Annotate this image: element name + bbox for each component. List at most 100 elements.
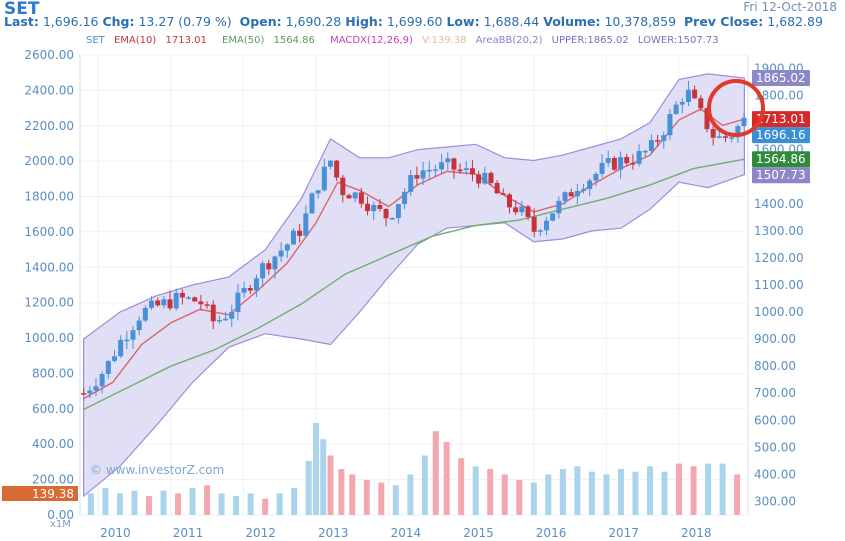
right-tick-label: 1100.00 — [754, 278, 804, 292]
legend-ema10[interactable]: EMA(10) 1713.01 — [114, 35, 213, 46]
volume-bar — [262, 498, 269, 515]
candle-body — [599, 162, 605, 174]
high-label: High: — [345, 14, 383, 29]
legend-lower[interactable]: LOWER:1507.73 — [637, 35, 719, 46]
candle-body — [648, 140, 654, 151]
candle-body — [735, 126, 741, 138]
chg-value: 13.27 (0.79 %) — [138, 14, 232, 29]
badge-lower: 1507.73 — [752, 167, 810, 184]
candle-body — [618, 157, 624, 170]
right-tick-label: 900.00 — [754, 332, 796, 346]
candle-body — [198, 301, 204, 305]
candle-body — [642, 150, 648, 153]
left-tick-label: 200.00 — [32, 473, 74, 487]
right-tick-label: 1400.00 — [754, 197, 804, 211]
candle-body — [309, 193, 315, 214]
x-tick-label: 2010 — [100, 526, 131, 540]
legend-macd[interactable]: MACDX(12,26,9) — [330, 35, 413, 46]
volume-bar — [603, 474, 610, 515]
volume-bar — [690, 466, 697, 515]
candle-body — [346, 195, 352, 199]
x-tick-label: 2014 — [391, 526, 422, 540]
volume-bar — [719, 463, 726, 515]
candle-body — [445, 158, 451, 163]
candle-body — [451, 158, 457, 170]
prev-close-label: Prev Close: — [684, 14, 764, 29]
badge-volume-bg — [2, 486, 78, 501]
candle-body — [476, 174, 482, 184]
volume-bar — [458, 458, 465, 515]
candle-body — [272, 256, 278, 270]
ema-lines — [83, 108, 745, 411]
left-tick-label: 2000.00 — [24, 154, 74, 168]
candle-body — [179, 292, 185, 298]
candle-body — [624, 157, 630, 164]
right-tick-label: 1800.00 — [754, 89, 804, 103]
legend-volume[interactable]: V:139.38 — [422, 35, 467, 46]
candle-body — [729, 137, 735, 139]
candle-body — [420, 170, 426, 179]
candle-body — [488, 172, 494, 183]
candle-body — [216, 319, 222, 322]
badge-upper-text: 1865.02 — [756, 71, 806, 85]
candle-body — [704, 108, 710, 130]
candle-body — [679, 101, 685, 105]
open-value: 1,690.28 — [285, 14, 342, 29]
left-tick-label: 2400.00 — [24, 83, 74, 97]
candle-body — [710, 129, 716, 138]
legend-bb[interactable]: AreaBB(20,2) — [475, 35, 543, 46]
volume-bar — [588, 471, 595, 515]
left-tick-label: 1800.00 — [24, 190, 74, 204]
badge-lower-text: 1507.73 — [756, 168, 806, 182]
x-tick-label: 2016 — [536, 526, 567, 540]
chg-label: Chg: — [102, 14, 135, 29]
candle-body — [235, 292, 241, 312]
legend-ema10-value: 1713.01 — [165, 35, 207, 46]
badge-last: 1696.16 — [752, 127, 810, 144]
candle-body — [371, 205, 377, 212]
candle-body — [105, 360, 111, 374]
bollinger-band — [83, 73, 745, 498]
candle-body — [531, 216, 537, 232]
badge-lower-bg — [752, 167, 810, 184]
volume-bars — [87, 423, 741, 515]
legend-upper[interactable]: UPPER:1865.02 — [551, 35, 629, 46]
candle-body — [685, 89, 691, 102]
badge-ema50: 1564.86 — [752, 151, 810, 168]
candle-body — [544, 220, 550, 231]
symbol-title: SET — [4, 0, 40, 19]
candle-body — [266, 263, 272, 270]
volume-bar — [131, 490, 138, 515]
candle-body — [667, 113, 673, 136]
candle-body — [358, 192, 364, 204]
volume-bar — [646, 466, 653, 515]
indicator-legend: SET EMA(10) 1713.01 EMA(50) 1564.86 MACD… — [86, 35, 725, 46]
candle-body — [173, 292, 179, 309]
x-tick-label: 2017 — [608, 526, 639, 540]
badge-volume-text: 139.38 — [32, 487, 74, 501]
volume-bar — [407, 474, 414, 515]
volume-bar — [175, 493, 182, 515]
legend-set[interactable]: SET — [86, 35, 105, 46]
legend-ema50[interactable]: EMA(50) 1564.86 — [222, 35, 321, 46]
candle-body — [525, 206, 531, 217]
candle-body — [87, 390, 93, 394]
volume-bar — [705, 463, 712, 515]
volume-bar — [432, 431, 439, 515]
candle-body — [149, 300, 155, 308]
x-tick-label: 2018 — [681, 526, 712, 540]
candle-body — [303, 213, 309, 236]
candle-body — [562, 192, 568, 201]
candle-body — [593, 173, 599, 181]
right-tick-label: 600.00 — [754, 413, 796, 427]
x1m-label: x1M — [50, 519, 71, 530]
volume-bar — [545, 474, 552, 515]
volume-bar — [145, 496, 152, 515]
candle-body — [513, 207, 519, 213]
prev-close-value: 1,682.89 — [767, 14, 823, 29]
volume-bar — [617, 469, 624, 515]
candle-body — [118, 339, 124, 357]
candle-body — [155, 300, 161, 306]
volume-bar — [392, 485, 399, 515]
candle-body — [192, 297, 198, 302]
